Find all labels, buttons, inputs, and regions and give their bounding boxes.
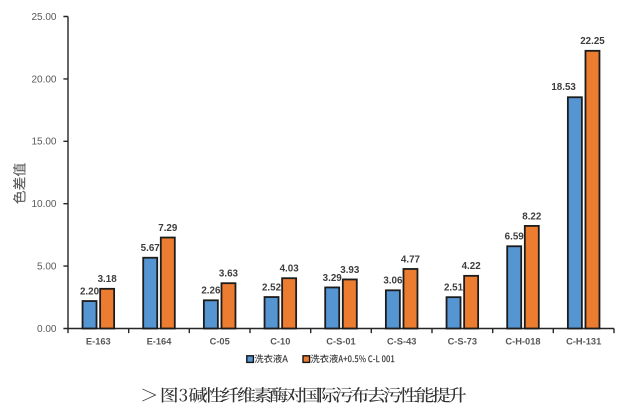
svg-text:C-10: C-10 <box>270 336 290 346</box>
svg-text:6.59: 6.59 <box>505 232 525 243</box>
svg-text:0.00: 0.00 <box>37 324 57 335</box>
svg-text:15.00: 15.00 <box>31 137 56 148</box>
svg-text:E-163: E-163 <box>86 336 111 346</box>
svg-text:3.29: 3.29 <box>323 273 343 284</box>
svg-text:5.00: 5.00 <box>37 262 57 273</box>
svg-text:25.00: 25.00 <box>31 12 56 23</box>
svg-text:C-05: C-05 <box>210 336 230 346</box>
svg-text:4.77: 4.77 <box>401 254 421 265</box>
svg-text:C-S-01: C-S-01 <box>326 336 355 346</box>
svg-text:8.22: 8.22 <box>522 211 542 222</box>
svg-text:2.26: 2.26 <box>201 286 221 297</box>
svg-text:E-164: E-164 <box>147 336 173 346</box>
svg-text:22.25: 22.25 <box>580 36 605 47</box>
svg-text:2.51: 2.51 <box>444 283 464 294</box>
svg-text:C-S-43: C-S-43 <box>387 336 416 346</box>
svg-text:3.18: 3.18 <box>98 274 118 285</box>
svg-text:3.63: 3.63 <box>219 269 239 280</box>
svg-text:5.67: 5.67 <box>141 243 161 254</box>
svg-text:C-H-018: C-H-018 <box>505 336 540 346</box>
svg-text:4.03: 4.03 <box>280 264 300 275</box>
svg-text:2.52: 2.52 <box>262 282 282 293</box>
svg-text:C-S-73: C-S-73 <box>448 336 477 346</box>
svg-text:10.00: 10.00 <box>31 199 56 210</box>
svg-text:C-H-131: C-H-131 <box>566 336 601 346</box>
svg-text:4.22: 4.22 <box>462 261 482 272</box>
svg-text:18.53: 18.53 <box>551 82 576 93</box>
svg-text:20.00: 20.00 <box>31 74 56 85</box>
svg-text:7.29: 7.29 <box>158 223 178 234</box>
svg-text:2.20: 2.20 <box>80 286 100 297</box>
svg-text:3.93: 3.93 <box>340 265 360 276</box>
svg-text:3.06: 3.06 <box>383 276 403 287</box>
